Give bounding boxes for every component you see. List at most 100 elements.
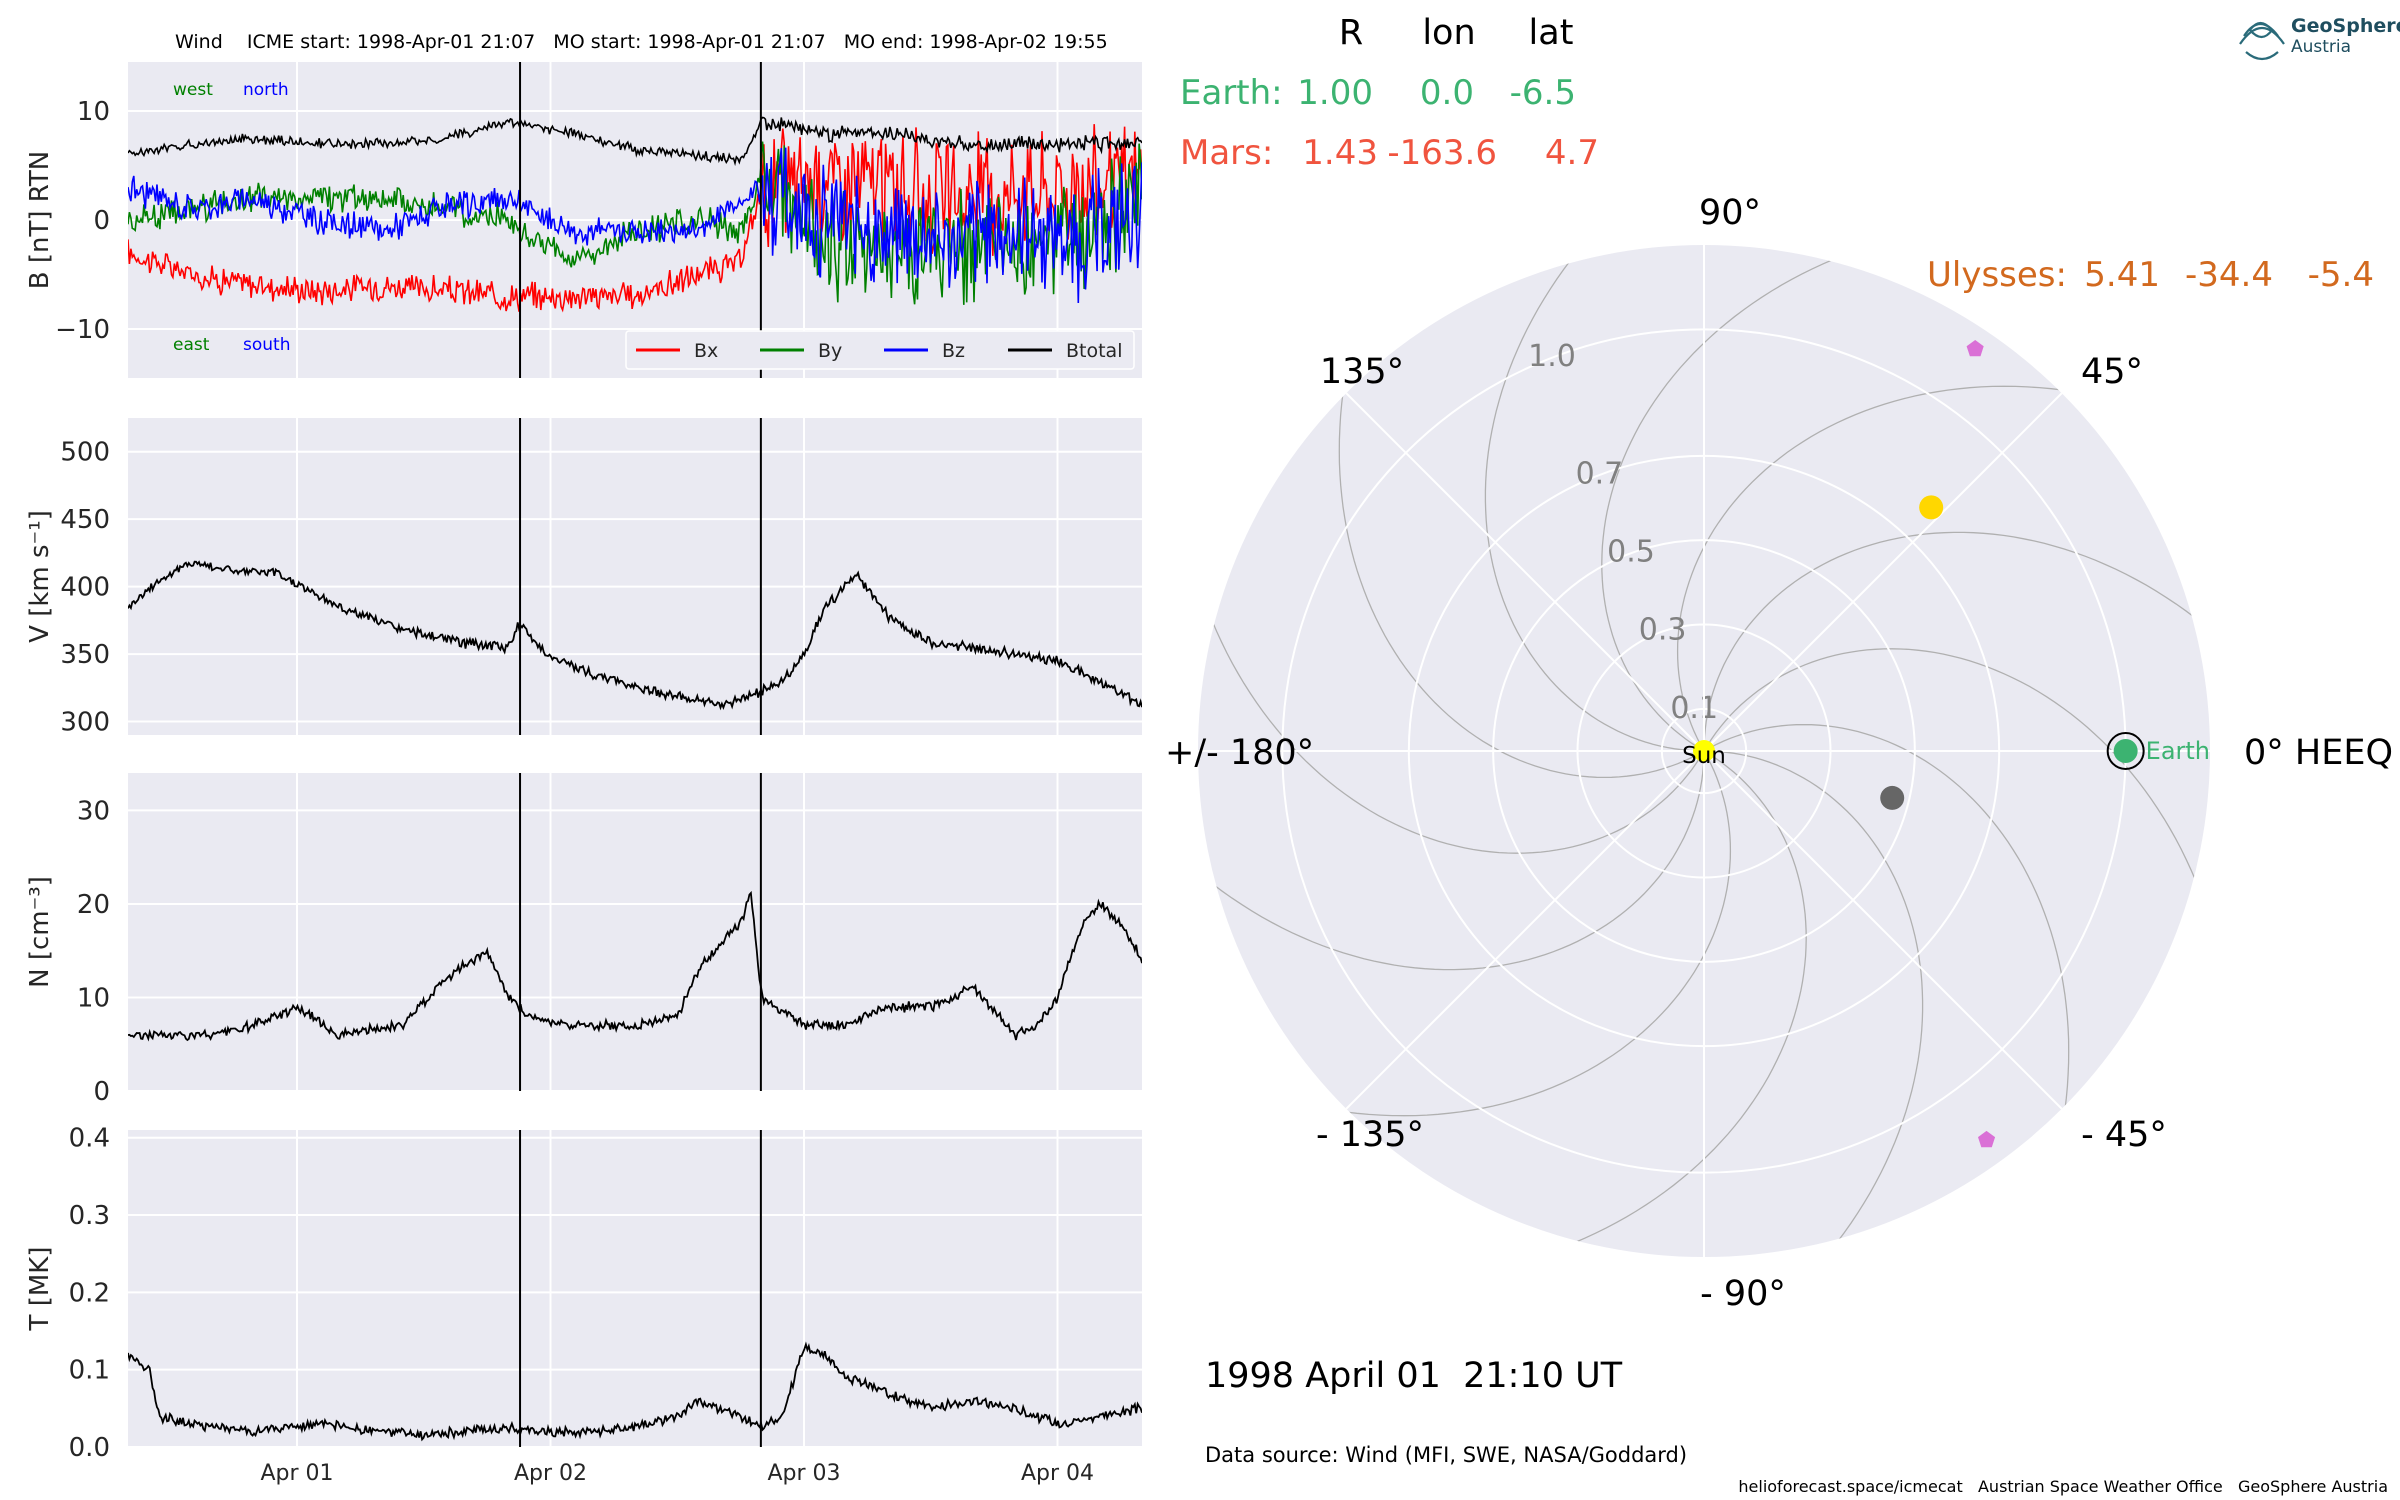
panel-background xyxy=(128,773,1142,1091)
annotation-east: east xyxy=(173,335,210,355)
x-tick-label: Apr 01 xyxy=(260,1461,333,1486)
y-tick-label: 10 xyxy=(77,983,110,1013)
data-source: Data source: Wind (MFI, SWE, NASA/Goddar… xyxy=(1205,1443,1687,1467)
annotation-south: south xyxy=(243,335,290,355)
r-tick-label: 0.3 xyxy=(1639,613,1687,648)
venus-marker xyxy=(1880,785,1905,810)
x-tick-label: Apr 02 xyxy=(514,1461,587,1486)
y-tick-label: 0.2 xyxy=(69,1278,110,1308)
sun-marker xyxy=(1693,740,1715,762)
col-header-lat: lat xyxy=(1529,13,1574,53)
y-tick-label: 30 xyxy=(77,796,110,826)
y-tick-label: 0.1 xyxy=(69,1356,110,1386)
r-tick-label: 0.7 xyxy=(1576,456,1624,491)
y-tick-label: 0 xyxy=(93,1077,110,1107)
legend-label-btotal: Btotal xyxy=(1066,340,1122,362)
y-tick-label: 0 xyxy=(93,206,110,236)
annotation-north: north xyxy=(243,80,289,100)
series-line-btotal xyxy=(128,116,1142,167)
series-line-main xyxy=(128,560,1142,711)
panel-background xyxy=(128,418,1142,735)
angle-label: - 135° xyxy=(1316,1115,1424,1155)
r-tick-label: 0.5 xyxy=(1607,535,1655,570)
y-tick-label: 0.0 xyxy=(69,1433,110,1463)
mars-row-lon: -163.6 xyxy=(1387,133,1497,173)
sun-label: Sun xyxy=(1682,743,1726,769)
y-axis-label: T [MK] xyxy=(25,1247,55,1332)
y-axis-label: N [cm⁻³] xyxy=(25,876,55,988)
mercury-marker xyxy=(1919,495,1944,520)
y-tick-label: 300 xyxy=(60,708,110,738)
logo-name: GeoSphere xyxy=(2291,15,2400,37)
angle-label: +/- 180° xyxy=(1165,733,1314,773)
series-line-main xyxy=(128,890,1142,1042)
y-tick-label: −10 xyxy=(55,315,110,345)
y-tick-label: 0.4 xyxy=(69,1124,110,1154)
earth-label: Earth xyxy=(2146,737,2210,765)
r-tick-label: 1.0 xyxy=(1528,339,1576,374)
ulysses-row-r: 5.41 xyxy=(2084,255,2160,295)
earth-row-name: Earth: xyxy=(1180,73,1283,113)
y-axis-label: V [km s⁻¹] xyxy=(25,510,55,643)
y-tick-label: 500 xyxy=(60,438,110,468)
series-line-by xyxy=(128,141,1142,305)
ulysses-row-name: Ulysses: xyxy=(1927,255,2067,295)
angle-label: 90° xyxy=(1699,193,1761,233)
y-tick-label: 0.3 xyxy=(69,1201,110,1231)
positions-table: R lon lat Earth: 1.00 0.0 -6.5 Mars: 1.4… xyxy=(1180,13,2374,295)
logo-sub: Austria xyxy=(2291,37,2352,57)
angle-grid-line xyxy=(1345,392,1705,752)
earth-row-lon: 0.0 xyxy=(1420,73,1474,113)
polar-plot: 0.1 0.3 0.5 0.7 1.0 0° HEEQ 45° 90° 135° +/- 180°… xyxy=(1165,193,2393,1314)
col-header-lon: lon xyxy=(1422,13,1475,53)
panel-2: 500 450 400 350 300 V [km s⁻¹] xyxy=(25,418,1142,738)
geosphere-logo-icon xyxy=(2239,21,2285,61)
footer-credits: helioforecast.space/icmecat Austrian Spa… xyxy=(1738,1477,2388,1496)
y-tick-label: 450 xyxy=(60,505,110,535)
angle-grid-line xyxy=(1703,750,2063,1110)
header-title: Wind ICME start: 1998-Apr-01 21:07 MO st… xyxy=(175,31,1108,53)
r-tick-label: 0.1 xyxy=(1670,691,1718,726)
l-probe-a-marker xyxy=(1966,340,1984,357)
series-line-main xyxy=(128,1341,1142,1442)
angle-label: 45° xyxy=(2081,352,2143,392)
legend-label-by: By xyxy=(818,340,842,362)
legend-box xyxy=(625,330,1135,370)
angle-label: 135° xyxy=(1320,352,1404,392)
earth-ring xyxy=(2106,732,2145,770)
col-header-r: R xyxy=(1339,13,1363,53)
ulysses-row-lat: -5.4 xyxy=(2308,255,2374,295)
panel-3: 30 20 10 0 N [cm⁻³] xyxy=(25,773,1142,1107)
panel-1: 10 0 −10B [nT] RTN west north east south Bx By Bz… xyxy=(25,62,1142,378)
x-tick-label: Apr 04 xyxy=(1021,1461,1094,1486)
timestamp: 1998 April 01 21:10 UT xyxy=(1205,1356,1623,1396)
ulysses-row-lon: -34.4 xyxy=(2185,255,2273,295)
mars-row-lat: 4.7 xyxy=(1545,133,1599,173)
y-tick-label: 350 xyxy=(60,640,110,670)
angle-grid-line xyxy=(1703,392,2063,752)
legend-label-bx: Bx xyxy=(694,340,718,362)
series-line-bz xyxy=(128,147,1142,304)
mars-row-name: Mars: xyxy=(1180,133,1273,173)
panel-background xyxy=(128,1130,1142,1447)
earth-row-r: 1.00 xyxy=(1297,73,1373,113)
x-tick-label: Apr 03 xyxy=(767,1461,840,1486)
angle-grid-line xyxy=(1345,750,1705,1110)
y-axis-label: B [nT] RTN xyxy=(25,151,55,290)
legend-label-bz: Bz xyxy=(942,340,965,362)
annotation-west: west xyxy=(173,80,213,100)
earth-marker xyxy=(2113,739,2138,763)
panel-4: 0.4 0.3 0.2 0.1 0.0 Apr 01 Apr 02 Apr 03 Apr 04 T… xyxy=(25,1124,1142,1486)
legend: Bx By Bz Btotal xyxy=(625,330,1135,370)
timeseries-panels: 10 0 −10B [nT] RTN west north east south Bx By Bz… xyxy=(25,62,1142,1486)
y-tick-label: 400 xyxy=(60,573,110,603)
earth-row-lat: -6.5 xyxy=(1510,73,1576,113)
y-tick-label: 20 xyxy=(77,890,110,920)
angle-label: - 90° xyxy=(1700,1274,1786,1314)
angle-label: 0° HEEQ xyxy=(2244,733,2393,773)
mars-row-r: 1.43 xyxy=(1302,133,1378,173)
angle-label: - 45° xyxy=(2081,1115,2167,1155)
y-tick-label: 10 xyxy=(77,97,110,127)
l-probe-b-marker xyxy=(1978,1130,1996,1148)
